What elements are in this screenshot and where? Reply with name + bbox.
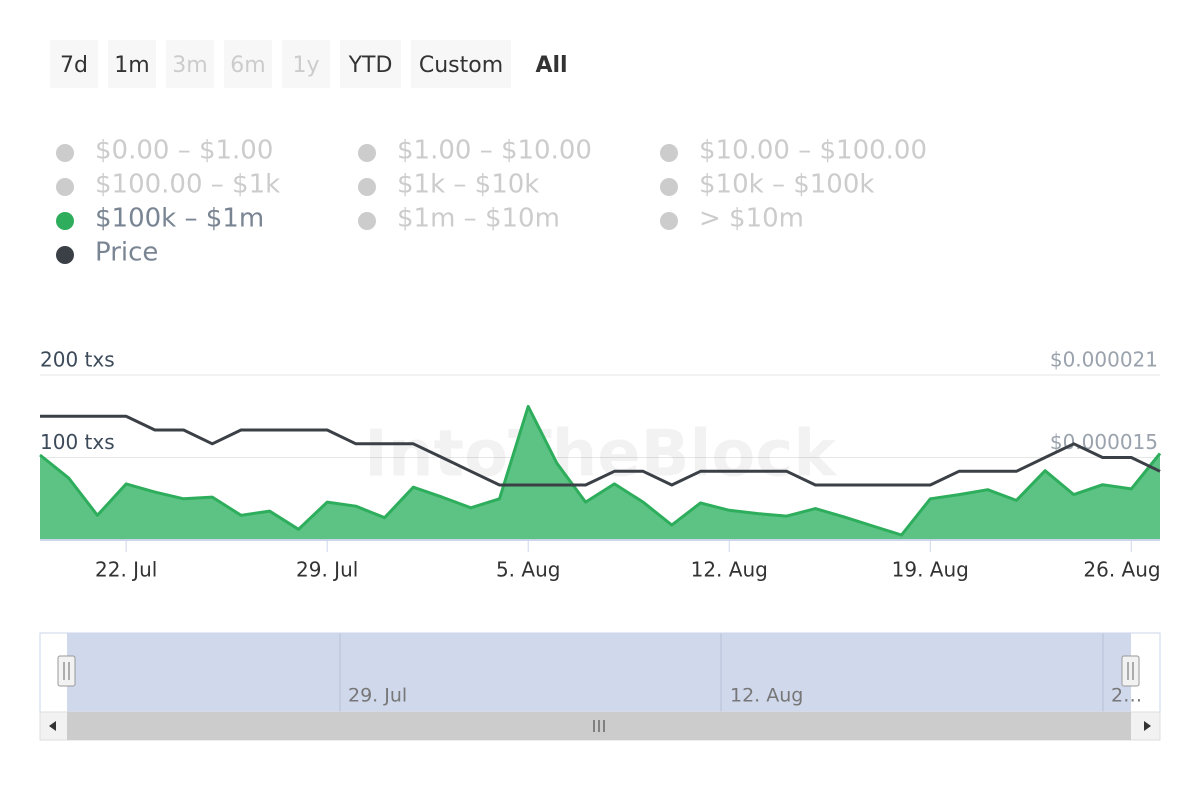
y2-tick-label: $0.000015 [1050,430,1158,454]
y2-tick-label: $0.000021 [1050,348,1158,372]
x-tick-label: 12. Aug [691,558,768,582]
range-button-label: 6m [230,53,265,78]
range-button-label: 1y [292,53,319,78]
range-button [166,40,214,88]
range-button[interactable] [411,40,511,88]
legend-label[interactable]: $1m – $10m [397,204,560,234]
legend-label[interactable]: $100k – $1m [95,204,264,234]
x-tick-label: 19. Aug [892,558,969,582]
navigator-handle[interactable] [1121,655,1140,687]
handle-grip [1127,662,1134,680]
range-button-label[interactable]: YTD [348,53,393,78]
navigator-mask [67,633,1131,712]
range-button[interactable] [340,40,401,88]
legend-marker[interactable] [358,212,376,230]
range-button[interactable] [50,40,98,88]
area-line [39,404,1162,537]
legend-label[interactable]: $0.00 – $1.00 [95,136,273,166]
legend-label[interactable]: $10.00 – $100.00 [699,136,927,166]
legend-marker[interactable] [56,246,74,264]
legend-label[interactable]: $1k – $10k [397,170,539,200]
scroll-right[interactable] [1144,721,1151,731]
y-tick-label: 200 txs [40,348,115,372]
legend-label[interactable]: $10k – $100k [699,170,874,200]
x-tick-label: 5. Aug [496,558,561,582]
area-fill [40,406,1160,540]
navigator: 29. Jul 12. Aug 2… [39,632,1161,741]
legend-marker[interactable] [660,212,678,230]
scroll-left[interactable] [49,721,56,731]
range-button-label[interactable]: Custom [419,53,503,78]
range-button [224,40,272,88]
legend-marker[interactable] [660,144,678,162]
legend-label[interactable]: $1.00 – $10.00 [397,136,592,166]
price-line [40,414,1161,487]
range-button-label[interactable]: 1m [114,53,149,78]
range-button-label[interactable]: 7d [60,53,88,78]
range-button-label: 3m [172,53,207,78]
x-tick-label: 29. Jul [296,558,358,582]
x-tick-label: 22. Jul [95,558,157,582]
x-tick-label: 26. Aug [1083,558,1160,582]
handle-grip [63,662,70,680]
scrollbar-grip [593,720,605,732]
navigator-label: 2… [1111,685,1142,707]
y-tick-label: 100 txs [40,430,115,454]
legend-marker[interactable] [358,178,376,196]
range-button[interactable] [108,40,156,88]
legend-label[interactable]: > $10m [699,204,804,234]
navigator-handle[interactable] [57,655,76,687]
range-button-label[interactable]: All [535,53,567,78]
legend-marker[interactable] [660,178,678,196]
legend-marker[interactable] [56,212,74,230]
legend-marker[interactable] [358,144,376,162]
legend-label[interactable]: Price [95,238,158,268]
navigator-label: 12. Aug [730,685,803,707]
range-button [282,40,330,88]
navigator-label: 29. Jul [348,685,407,707]
legend-marker[interactable] [56,178,74,196]
legend-label[interactable]: $100.00 – $1k [95,170,280,200]
legend-marker[interactable] [56,144,74,162]
